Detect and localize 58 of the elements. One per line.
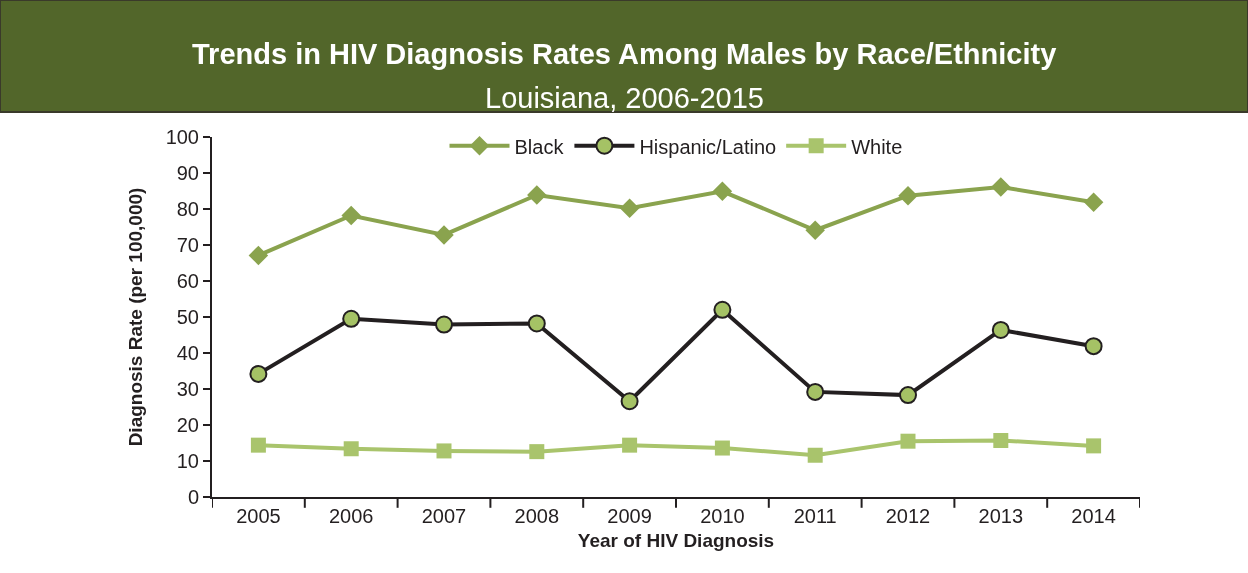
point [619,198,640,219]
point [806,382,825,401]
point [1084,337,1103,356]
point [435,315,453,334]
point [898,185,918,206]
point [527,314,546,333]
point [529,444,545,460]
x-tick-label: 2013 [978,505,1024,527]
point [342,309,361,328]
y-tick-label: 10 [176,450,199,472]
point [899,386,917,405]
y-tick-label: 30 [176,378,199,400]
y-tick-label: 0 [187,486,199,508]
x-tick-label: 2011 [793,505,837,527]
legend-label: Hispanic/Latino [639,135,777,158]
chart-subtitle: Louisiana, 2006-2015 [485,82,764,114]
x-tick-label: 2006 [328,505,374,527]
legend-label: White [851,135,903,158]
x-tick-label: 2010 [700,505,745,527]
x-tick-label: 2005 [236,505,281,527]
point [620,392,639,411]
point [436,443,452,459]
point [343,441,359,457]
point [714,440,730,456]
point [248,245,269,266]
point [991,320,1010,339]
point [1083,192,1104,212]
x-tick-label: 2014 [1071,505,1116,527]
chart-title: Trends in HIV Diagnosis Rates Among Males by Race/Ethnicity [192,38,1057,70]
x-tick-label: 2012 [885,505,931,527]
y-tick-label: 90 [176,162,199,184]
x-axis-title: Year of HIV Diagnosis [577,530,775,552]
x-tick-label: 2008 [514,505,560,527]
y-axis-title: Diagnosis Rate (per 100,000) [124,187,146,447]
point [713,300,732,319]
point [807,447,823,463]
point [712,181,733,202]
y-tick-label: 50 [176,306,199,328]
point [527,185,547,205]
point [900,433,916,449]
y-tick-label: 60 [176,270,199,292]
point [434,225,454,245]
y-tick-label: 80 [176,198,199,220]
y-tick-label: 100 [165,126,199,148]
point [993,432,1009,448]
point [250,437,266,453]
x-tick-label: 2009 [607,505,652,527]
point [341,205,361,226]
y-tick-label: 70 [176,234,199,256]
y-tick-label: 40 [176,342,199,364]
point [991,177,1011,197]
point [622,437,638,453]
legend-label: Black [514,135,565,158]
point [1086,438,1102,454]
x-tick-label: 2007 [421,505,467,527]
point [249,364,268,383]
y-tick-label: 20 [176,414,199,436]
point [805,220,825,240]
